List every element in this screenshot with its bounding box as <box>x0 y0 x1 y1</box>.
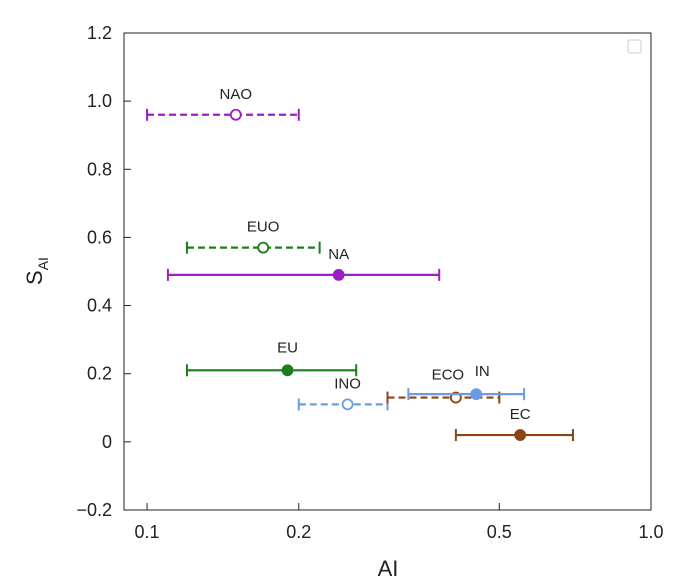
data-point-in: IN <box>407 363 526 401</box>
data-point-ec: EC <box>454 406 574 442</box>
x-tick-label: 0.1 <box>135 522 160 542</box>
point-label: NAO <box>220 86 253 103</box>
y-tick-label: 0.4 <box>87 296 112 316</box>
x-tick-label: 1.0 <box>638 522 663 542</box>
data-marker <box>332 269 345 281</box>
x-axis-title: AI <box>378 556 399 581</box>
y-tick-label: 1.0 <box>87 91 112 111</box>
point-label: EC <box>510 406 531 423</box>
y-axis: −0.2 0 0.2 0.4 0.6 0.8 1.0 1.2 <box>76 23 131 520</box>
x-axis: 0.1 0.2 0.5 1.0 <box>135 503 664 542</box>
y-tick-label: 0.2 <box>87 364 112 384</box>
data-point-ino: INO <box>297 375 389 411</box>
y-tick-label: 0.8 <box>87 159 112 179</box>
data-marker <box>281 364 294 377</box>
data-marker <box>514 429 527 441</box>
y-axis-title-subscript: AI <box>35 257 51 270</box>
data-point-eu: EU <box>185 339 358 377</box>
plot-frame <box>123 32 652 511</box>
data-marker <box>470 388 483 401</box>
x-tick-label: 0.5 <box>487 522 512 542</box>
point-label: ECO <box>432 367 465 384</box>
data-point-nao: NAO <box>146 86 300 121</box>
point-label: INO <box>334 375 361 392</box>
point-label: EUO <box>247 219 280 236</box>
y-tick-label: 1.2 <box>87 23 112 43</box>
data-marker <box>229 108 242 121</box>
legend-box <box>627 39 642 54</box>
series-group: NAO EUO NA EU INO ECO IN EC <box>146 86 574 442</box>
y-tick-label: 0 <box>102 432 112 452</box>
point-label: EU <box>277 339 298 356</box>
y-tick-label: −0.2 <box>76 500 112 520</box>
point-label: IN <box>475 363 490 380</box>
y-axis-title-main: S <box>22 270 47 285</box>
data-point-euo: EUO <box>185 219 321 254</box>
x-tick-label: 0.2 <box>286 522 311 542</box>
data-point-na: NA <box>166 246 441 281</box>
data-marker <box>257 241 270 254</box>
y-tick-label: 0.6 <box>87 227 112 247</box>
point-label: NA <box>328 246 349 263</box>
data-marker <box>341 398 354 411</box>
y-axis-title: SAI <box>22 257 51 285</box>
